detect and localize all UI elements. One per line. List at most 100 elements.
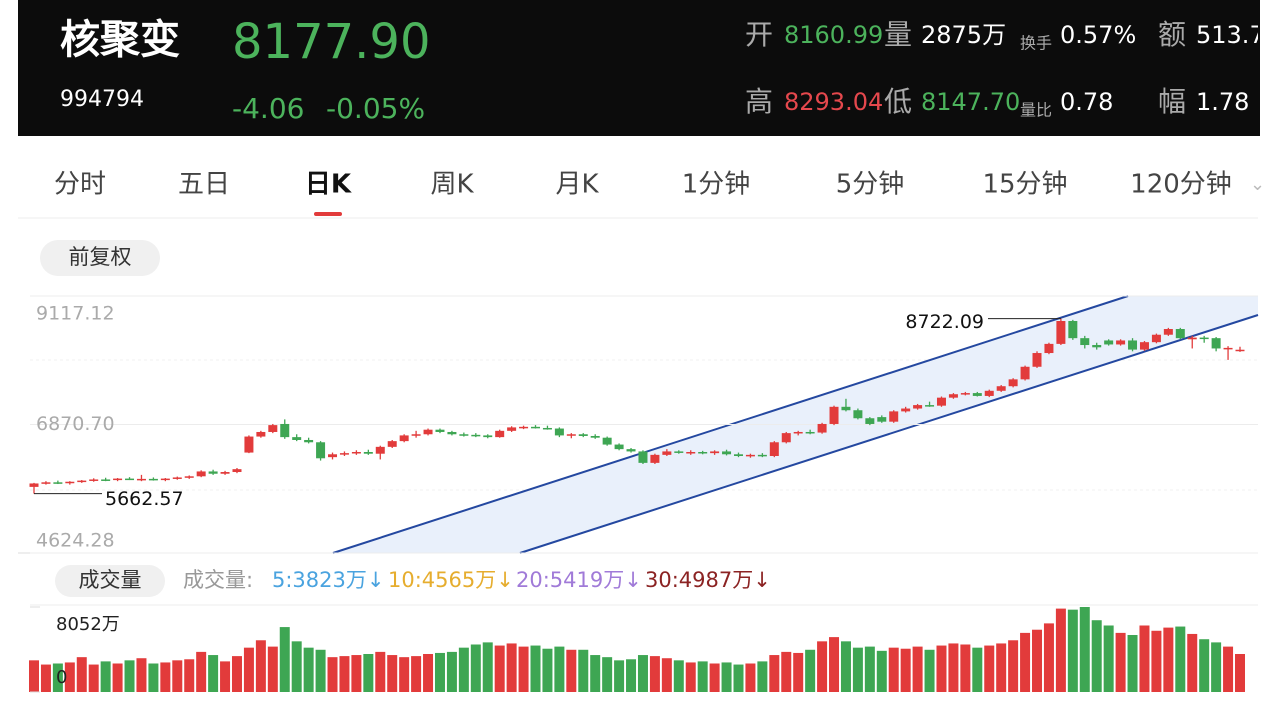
candle-body [351,451,361,454]
candle-body [399,435,409,442]
stock-name: 核聚变 [60,17,180,63]
annotation-label: 5662.57 [105,488,184,510]
more-chevron[interactable]: ⌄ [1250,174,1265,195]
stat-label: 量 [884,18,912,51]
volume-bar [52,663,63,692]
volume-bar [494,645,505,692]
volume-bar [697,661,708,692]
candle-body [722,451,732,455]
candle-body [423,429,433,435]
candle-body [733,454,743,457]
volume-bar [996,643,1007,692]
candle-body [316,442,326,459]
volume-bar [1139,625,1150,692]
candle-body [172,477,182,479]
volume-bar [1235,653,1245,692]
candle-body [136,478,146,481]
tab[interactable]: 15分钟 [982,170,1067,200]
volume-bar [1008,640,1019,692]
candle-body [674,451,684,453]
candle-body [960,393,970,395]
candle-body [160,478,170,481]
candle-body [1139,342,1149,350]
volume-bar [972,647,983,692]
stat-value: 8147.70 [921,88,1020,116]
volume-bar [172,660,183,692]
candle-body [638,451,648,463]
volume-bar [434,652,445,692]
volume-bar [673,660,684,692]
candle-body [769,442,779,457]
y-tick-label: 6870.70 [36,413,115,435]
candle-body [232,469,242,473]
tab[interactable]: 分时 [54,170,106,200]
candle-body [901,408,911,412]
volume-bar [829,637,840,692]
volume-bar [1223,646,1234,692]
candle-body [53,482,63,484]
candle-body [626,449,636,452]
volume-bar [351,655,362,692]
candle-body [495,430,505,438]
volume-bar [530,645,541,692]
candle-body [925,405,935,407]
candle-body [125,478,135,481]
tab[interactable]: 120分钟 [1130,170,1232,200]
candle-body [853,410,863,419]
volume-bar [291,641,302,692]
volume-bar [566,649,577,692]
candle-body [1092,345,1102,348]
volume-bar [148,663,159,692]
tab[interactable]: 5分钟 [836,170,905,200]
header: 核聚变 8177.90 994794 -4.06 -0.05% 开 8160.99… [60,14,1258,125]
candle-body [220,472,230,474]
tab[interactable]: 1分钟 [682,170,751,200]
volume-bar [1175,626,1186,692]
volume-bar [267,646,278,692]
candle-body [447,431,457,435]
candle-body [542,427,552,430]
candle-body [602,437,612,445]
volume-bar [29,660,39,692]
volume-bar [124,660,135,692]
tab[interactable]: 月K [555,170,599,200]
header-bg [18,0,1260,136]
candle-body [877,417,887,422]
candle-body [292,437,302,440]
volume-bar [614,660,625,692]
candle-body [507,427,517,431]
candle-body [781,433,791,443]
tab[interactable]: 日K [305,170,352,200]
change-pct: -0.05% [326,92,425,125]
volume-bar [840,641,851,692]
volume-bar [805,649,816,692]
candle-body [578,434,588,436]
volume-bar [602,657,613,692]
candle-body [41,482,51,484]
volume-bar [876,650,887,692]
volume-bar [1199,639,1210,692]
code: 994794 [60,87,144,112]
tab[interactable]: 周K [430,170,474,200]
volume-bar [1211,642,1222,692]
stat-label: 额 [1158,18,1186,51]
candle-body [972,393,982,396]
annotation-label: 8722.09 [905,311,984,333]
adjust-pill[interactable] [40,240,160,276]
volume-bar [793,652,804,692]
candle-body [745,454,755,457]
volume-bar [339,656,350,692]
volume-pill[interactable] [55,565,165,597]
candle-body [1008,379,1018,387]
candle-body [757,454,767,457]
volume-bar [76,657,87,692]
volume-bar [864,646,875,692]
tab[interactable]: 五日 [178,170,230,200]
stat-value: 8293.04 [784,88,883,116]
change: -4.06 [232,92,304,125]
volume-bar [554,646,565,692]
volume-bar [196,651,207,692]
adjust-label: 前复权 [69,245,132,269]
stat-label: 换手 [1020,34,1052,53]
